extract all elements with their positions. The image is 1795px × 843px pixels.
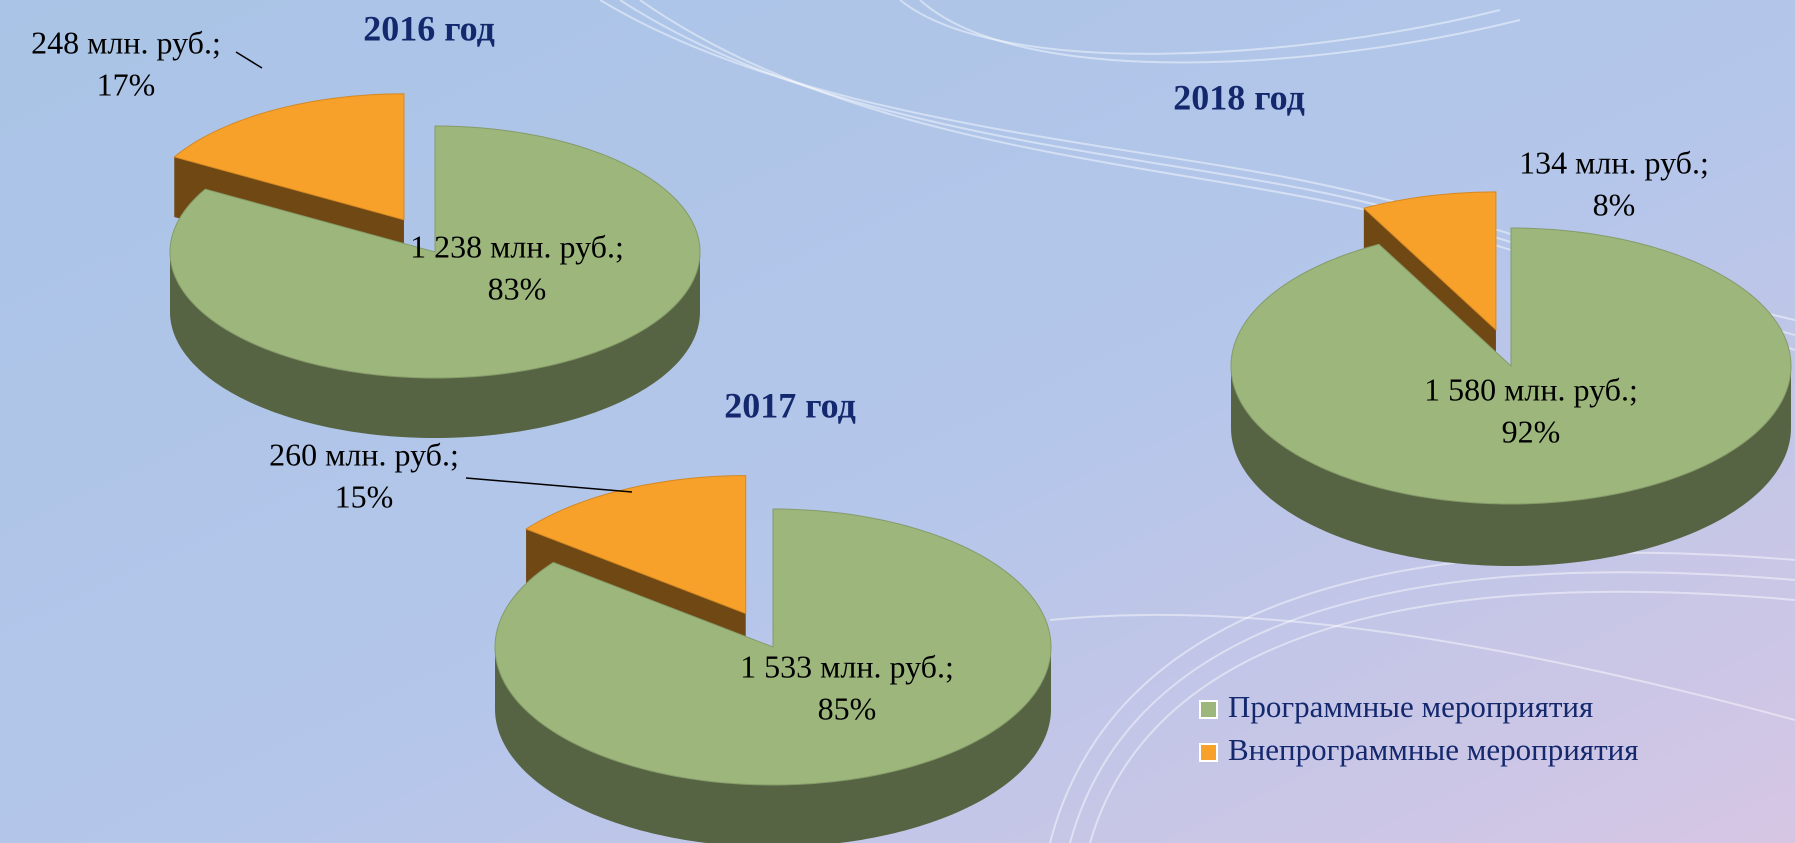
data-label: 1 580 млн. руб.; [1424,371,1638,407]
page: {"legend": {"items": [{"name": "Программ… [0,0,1795,843]
data-label: 248 млн. руб.; [31,24,221,60]
chart-title: 2016 год [363,8,495,48]
pie-slice [1231,228,1791,504]
legend-swatch [1200,701,1217,718]
data-label-percent: 15% [335,478,394,514]
data-label-percent: 83% [488,270,547,306]
chart-title: 2018 год [1173,77,1305,117]
data-label-percent: 85% [818,690,877,726]
data-label: 260 млн. руб.; [269,436,459,472]
data-label: 1 533 млн. руб.; [740,648,954,684]
data-label-percent: 92% [1502,413,1561,449]
legend-swatch [1200,744,1217,761]
chart-title: 2017 год [724,385,856,425]
data-label: 1 238 млн. руб.; [410,228,624,264]
data-label-percent: 8% [1593,186,1636,222]
data-label: 134 млн. руб.; [1519,144,1709,180]
slide: 2016 год 1 238 млн. руб.; 83% 248 млн. руб.… [0,0,1795,843]
legend-label: Внепрограммные мероприятия [1228,732,1638,767]
data-label-percent: 17% [97,66,156,102]
legend-label: Программные мероприятия [1228,689,1593,724]
